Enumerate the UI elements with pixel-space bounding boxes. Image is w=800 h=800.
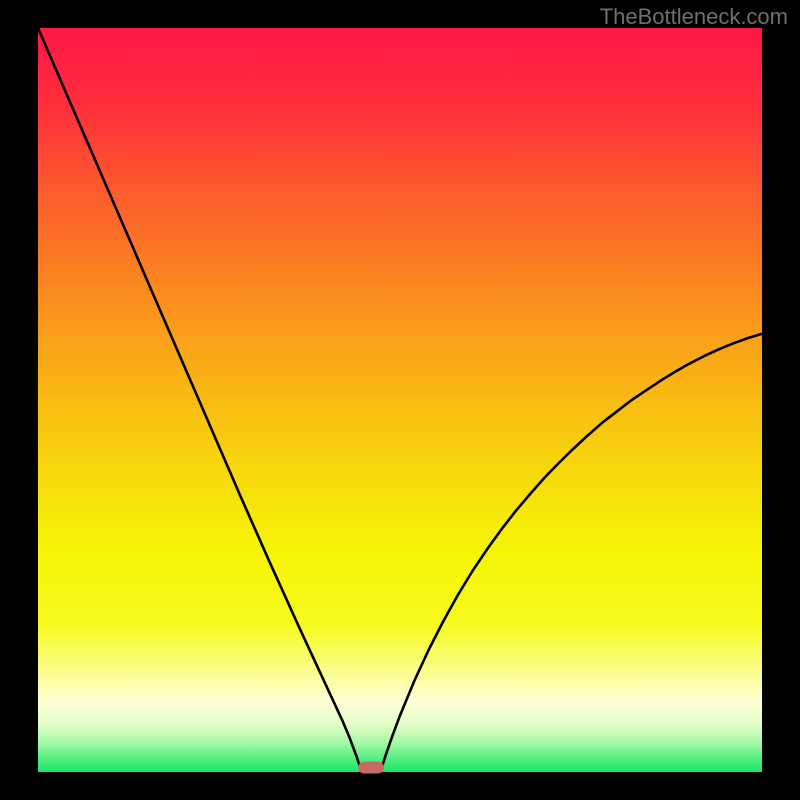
watermark-text: TheBottleneck.com [600,4,788,30]
bottleneck-chart [0,0,800,800]
chart-container: TheBottleneck.com [0,0,800,800]
plot-background [38,28,762,772]
optimum-marker [358,762,384,774]
